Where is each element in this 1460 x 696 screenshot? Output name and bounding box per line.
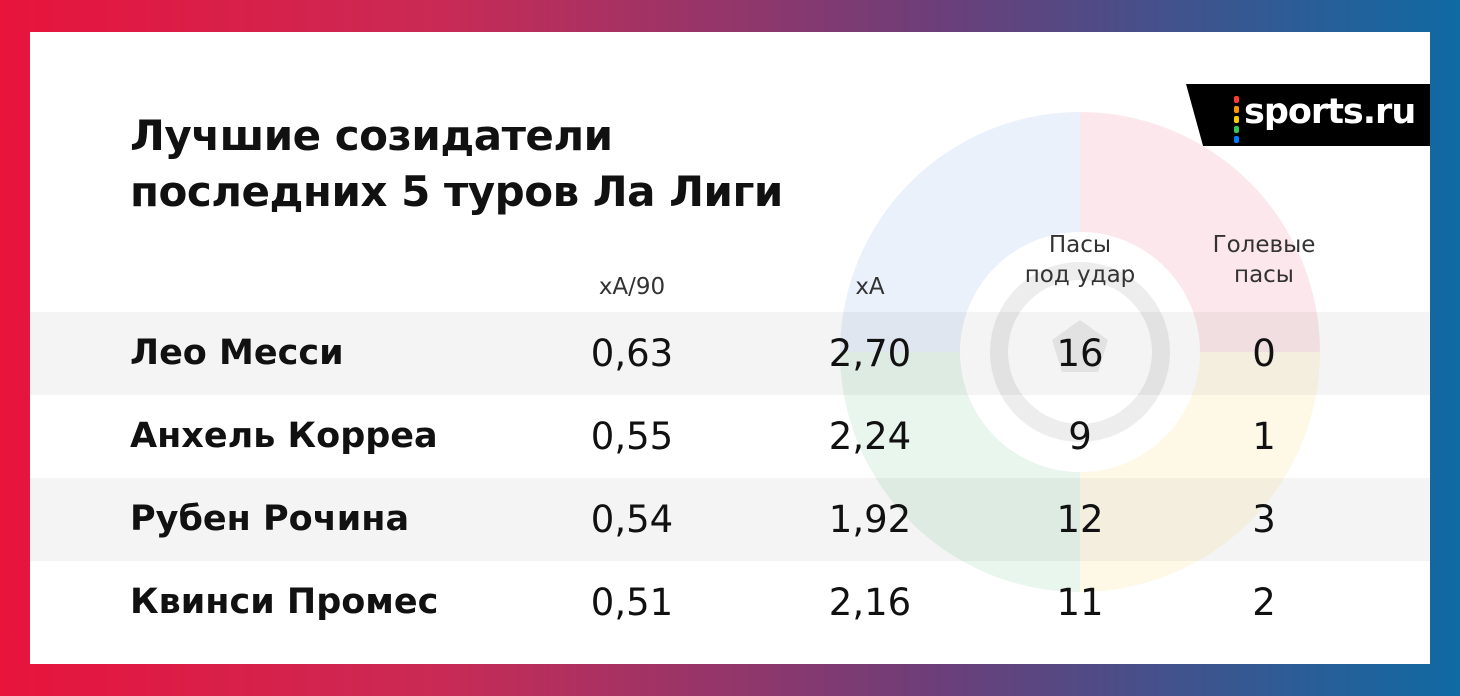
key-passes-value: 11 — [1056, 581, 1104, 624]
laliga-logo-icon — [840, 112, 1320, 592]
xa-value: 2,70 — [828, 332, 912, 375]
logo-dot — [1234, 96, 1239, 103]
column-header-assists: Голевые пасы — [1184, 230, 1344, 290]
table-row: Рубен Рочина 0,54 1,92 12 3 — [30, 478, 1430, 561]
table-row: Лео Месси 0,63 2,70 16 0 — [30, 312, 1430, 395]
column-header-line1 — [790, 242, 950, 272]
column-header-xa: xA — [790, 242, 950, 302]
column-header-line2: xA — [855, 274, 885, 300]
table-row: Анхель Корреа 0,55 2,24 9 1 — [30, 395, 1430, 478]
logo-text: sports.ru — [1244, 92, 1416, 132]
column-header-xa90: xA/90 — [552, 242, 712, 302]
table-row: Квинси Промес 0,51 2,16 11 2 — [30, 561, 1430, 644]
page-title: Лучшие созидатели последних 5 туров Ла Л… — [130, 108, 783, 220]
column-header-line1 — [552, 242, 712, 272]
column-header-line1: Пасы — [1048, 232, 1112, 258]
column-header-line2: xA/90 — [598, 274, 666, 300]
player-name: Лео Месси — [130, 333, 344, 373]
player-name: Квинси Промес — [130, 582, 439, 622]
logo-dot — [1234, 106, 1239, 113]
column-header-line2: пасы — [1234, 262, 1294, 288]
column-header-key-passes: Пасы под удар — [1000, 230, 1160, 290]
logo-dots-icon — [1234, 96, 1239, 143]
xa90-value: 0,51 — [590, 581, 674, 624]
key-passes-value: 16 — [1056, 332, 1104, 375]
key-passes-value: 9 — [1068, 415, 1092, 458]
assists-value: 0 — [1252, 332, 1276, 375]
xa-value: 2,24 — [828, 415, 912, 458]
xa90-value: 0,55 — [590, 415, 674, 458]
logo-dot — [1234, 126, 1239, 133]
player-name: Рубен Рочина — [130, 499, 410, 539]
xa90-value: 0,63 — [590, 332, 674, 375]
xa-value: 2,16 — [828, 581, 912, 624]
infographic-card: sports.ru Лучшие созидатели последних 5 … — [30, 32, 1430, 664]
xa-value: 1,92 — [828, 498, 912, 541]
assists-value: 1 — [1252, 415, 1276, 458]
sports-ru-logo[interactable]: sports.ru — [1186, 84, 1430, 146]
xa90-value: 0,54 — [590, 498, 674, 541]
title-line-1: Лучшие созидатели — [130, 111, 613, 160]
column-header-line1: Голевые — [1212, 232, 1316, 258]
logo-dot — [1234, 136, 1239, 143]
assists-value: 2 — [1252, 581, 1276, 624]
logo-dot — [1234, 116, 1239, 123]
player-name: Анхель Корреа — [130, 416, 438, 456]
title-line-2: последних 5 туров Ла Лиги — [130, 167, 783, 216]
assists-value: 3 — [1252, 498, 1276, 541]
column-header-line2: под удар — [1024, 262, 1136, 288]
key-passes-value: 12 — [1056, 498, 1104, 541]
